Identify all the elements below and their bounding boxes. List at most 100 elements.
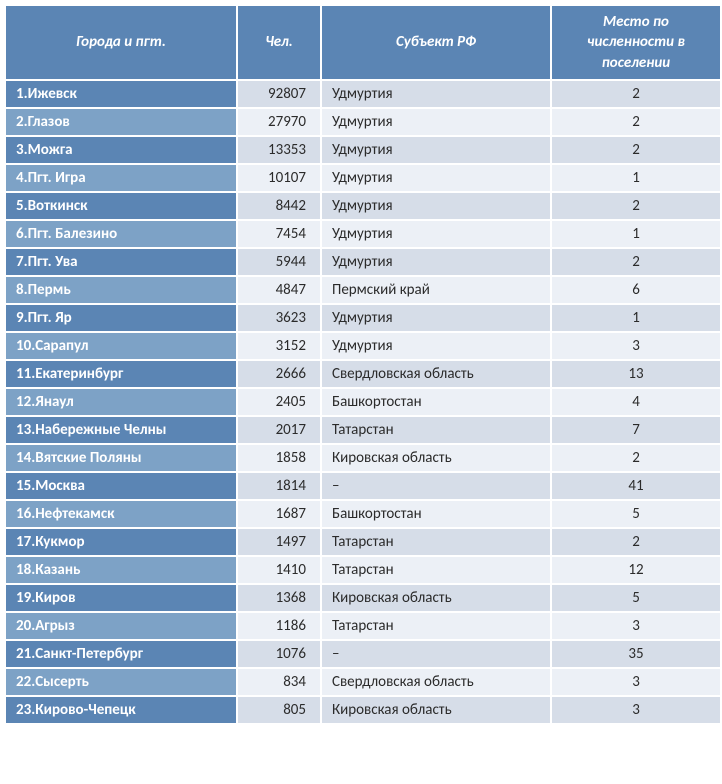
cell-city: 15.Москва [6, 473, 236, 499]
col-city: Города и пгт. [6, 6, 236, 79]
table-header: Города и пгт. Чел. Субъект РФ Место по ч… [6, 6, 720, 79]
table-row: 21.Санкт-Петербург1076–35 [6, 641, 720, 667]
cell-pop: 2017 [238, 417, 320, 443]
table-row: 8.Пермь4847Пермский край6 [6, 277, 720, 303]
cell-city: 7.Пгт. Ува [6, 249, 236, 275]
table-row: 2.Глазов27970Удмуртия2 [6, 109, 720, 135]
cell-rank: 3 [552, 613, 720, 639]
cell-city: 23.Кирово-Чепецк [6, 697, 236, 723]
table-row: 14.Вятские Поляны1858Кировская область2 [6, 445, 720, 471]
cell-region: Башкортостан [322, 389, 550, 415]
cell-rank: 7 [552, 417, 720, 443]
cell-region: Удмуртия [322, 81, 550, 107]
col-rank: Место по численности в поселении [552, 6, 720, 79]
cell-rank: 3 [552, 669, 720, 695]
cell-city: 22.Сысерть [6, 669, 236, 695]
cell-region: Татарстан [322, 557, 550, 583]
cell-region: Татарстан [322, 613, 550, 639]
cell-region: Свердловская область [322, 669, 550, 695]
cell-rank: 2 [552, 529, 720, 555]
cell-city: 16.Нефтекамск [6, 501, 236, 527]
cell-rank: 1 [552, 221, 720, 247]
cell-region: Удмуртия [322, 249, 550, 275]
cell-rank: 2 [552, 193, 720, 219]
cell-rank: 13 [552, 361, 720, 387]
table-row: 4.Пгт. Игра10107Удмуртия1 [6, 165, 720, 191]
cell-rank: 4 [552, 389, 720, 415]
cell-city: 21.Санкт-Петербург [6, 641, 236, 667]
cell-pop: 1858 [238, 445, 320, 471]
cell-region: Свердловская область [322, 361, 550, 387]
table-row: 1.Ижевск92807Удмуртия2 [6, 81, 720, 107]
cell-region: Кировская область [322, 445, 550, 471]
table-row: 17.Кукмор1497Татарстан2 [6, 529, 720, 555]
cell-city: 6.Пгт. Балезино [6, 221, 236, 247]
table-row: 6.Пгт. Балезино7454Удмуртия1 [6, 221, 720, 247]
cell-region: Татарстан [322, 417, 550, 443]
cell-rank: 12 [552, 557, 720, 583]
cell-region: Удмуртия [322, 221, 550, 247]
table-row: 9.Пгт. Яр3623Удмуртия1 [6, 305, 720, 331]
cell-region: – [322, 473, 550, 499]
cell-city: 11.Екатеринбург [6, 361, 236, 387]
table-row: 18.Казань1410Татарстан12 [6, 557, 720, 583]
cell-pop: 3152 [238, 333, 320, 359]
cell-rank: 1 [552, 165, 720, 191]
cell-city: 3.Можга [6, 137, 236, 163]
table-row: 19.Киров1368Кировская область5 [6, 585, 720, 611]
cell-city: 9.Пгт. Яр [6, 305, 236, 331]
cell-rank: 35 [552, 641, 720, 667]
cell-pop: 1076 [238, 641, 320, 667]
cell-rank: 2 [552, 81, 720, 107]
cell-pop: 1687 [238, 501, 320, 527]
cities-table: Города и пгт. Чел. Субъект РФ Место по ч… [4, 4, 722, 725]
table-row: 22.Сысерть834Свердловская область3 [6, 669, 720, 695]
cell-pop: 8442 [238, 193, 320, 219]
cell-rank: 2 [552, 249, 720, 275]
cell-city: 12.Янаул [6, 389, 236, 415]
cell-rank: 1 [552, 305, 720, 331]
cell-pop: 5944 [238, 249, 320, 275]
cell-rank: 5 [552, 501, 720, 527]
cell-region: Пермский край [322, 277, 550, 303]
cell-rank: 6 [552, 277, 720, 303]
cell-city: 13.Набережные Челны [6, 417, 236, 443]
cell-pop: 92807 [238, 81, 320, 107]
cell-city: 4.Пгт. Игра [6, 165, 236, 191]
cell-pop: 1186 [238, 613, 320, 639]
cell-city: 5.Воткинск [6, 193, 236, 219]
cell-pop: 1368 [238, 585, 320, 611]
table-row: 23.Кирово-Чепецк805Кировская область3 [6, 697, 720, 723]
cell-city: 20.Агрыз [6, 613, 236, 639]
cell-pop: 1497 [238, 529, 320, 555]
cell-rank: 2 [552, 137, 720, 163]
cell-region: Кировская область [322, 585, 550, 611]
cell-region: Башкортостан [322, 501, 550, 527]
table-row: 5.Воткинск8442Удмуртия2 [6, 193, 720, 219]
cell-rank: 3 [552, 333, 720, 359]
cell-city: 18.Казань [6, 557, 236, 583]
cell-city: 8.Пермь [6, 277, 236, 303]
cell-region: Кировская область [322, 697, 550, 723]
col-region: Субъект РФ [322, 6, 550, 79]
table-row: 3.Можга13353Удмуртия2 [6, 137, 720, 163]
table-row: 13.Набережные Челны2017Татарстан7 [6, 417, 720, 443]
cell-pop: 4847 [238, 277, 320, 303]
cell-region: – [322, 641, 550, 667]
cell-region: Удмуртия [322, 137, 550, 163]
cell-region: Удмуртия [322, 165, 550, 191]
cell-pop: 7454 [238, 221, 320, 247]
cell-rank: 2 [552, 445, 720, 471]
table-row: 15.Москва1814–41 [6, 473, 720, 499]
table-row: 7.Пгт. Ува5944Удмуртия2 [6, 249, 720, 275]
cell-region: Удмуртия [322, 333, 550, 359]
table-row: 10.Сарапул3152Удмуртия3 [6, 333, 720, 359]
cell-pop: 1410 [238, 557, 320, 583]
cell-region: Татарстан [322, 529, 550, 555]
cell-pop: 2405 [238, 389, 320, 415]
cell-pop: 1814 [238, 473, 320, 499]
cell-region: Удмуртия [322, 193, 550, 219]
cell-rank: 3 [552, 697, 720, 723]
table-row: 20.Агрыз1186Татарстан3 [6, 613, 720, 639]
cell-region: Удмуртия [322, 109, 550, 135]
